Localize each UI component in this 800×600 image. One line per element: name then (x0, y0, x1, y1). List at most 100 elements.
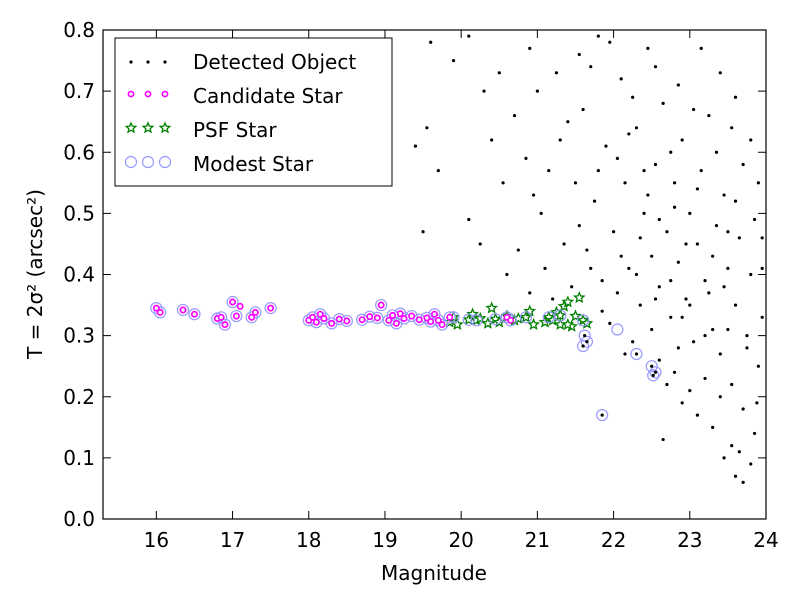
data-point (436, 318, 449, 331)
data-point (627, 132, 631, 136)
data-point (680, 401, 684, 405)
data-point (653, 162, 658, 167)
data-point (554, 309, 567, 322)
data-point (554, 71, 559, 75)
legend-marker (161, 90, 169, 98)
data-point (434, 316, 442, 324)
x-tick-label: 22 (601, 528, 626, 552)
data-point (316, 310, 324, 318)
data-point (581, 344, 585, 348)
data-point (462, 313, 475, 326)
data-point (756, 364, 760, 368)
y-tick-label: 0.1 (63, 446, 95, 470)
data-point (718, 71, 722, 75)
data-point (661, 101, 665, 105)
data-point (647, 369, 660, 382)
x-tick-label: 17 (220, 528, 245, 552)
data-point (335, 315, 343, 323)
data-point (695, 413, 700, 417)
data-point (615, 156, 619, 160)
data-point (649, 366, 662, 379)
data-point (264, 302, 277, 315)
x-tick-label: 18 (296, 528, 321, 552)
data-point (558, 138, 562, 142)
data-point (553, 308, 567, 321)
data-point (718, 395, 722, 399)
data-point (505, 272, 509, 277)
data-point (425, 126, 429, 130)
legend-label: Candidate Star (193, 84, 343, 108)
data-point (730, 126, 734, 130)
data-point (722, 285, 726, 289)
data-point (707, 291, 711, 295)
data-point (600, 279, 604, 283)
data-point (443, 311, 456, 324)
data-point (343, 317, 351, 325)
data-point (749, 462, 753, 466)
data-point (631, 340, 635, 344)
data-point (726, 266, 730, 270)
data-point (312, 318, 320, 326)
data-point (760, 315, 764, 319)
data-point (718, 352, 722, 356)
data-point (646, 193, 650, 197)
data-point (400, 315, 408, 322)
data-point (680, 315, 684, 319)
legend-marker (124, 121, 138, 134)
data-point (592, 199, 597, 203)
y-tick-label: 0.3 (63, 324, 95, 348)
data-point (497, 71, 501, 75)
data-point (665, 382, 669, 387)
data-point (314, 308, 327, 321)
data-point (733, 303, 738, 307)
data-point (608, 40, 612, 44)
data-point (645, 360, 658, 373)
data-point (218, 318, 232, 331)
data-point (608, 321, 612, 325)
legend-marker (158, 155, 172, 169)
data-point (669, 315, 673, 319)
data-point (653, 297, 658, 301)
data-point (423, 314, 431, 322)
data-point (676, 346, 680, 350)
data-point (756, 181, 760, 185)
data-point (596, 408, 609, 422)
data-point (230, 309, 243, 323)
data-point (428, 308, 441, 321)
data-point (733, 95, 738, 99)
data-point (722, 456, 726, 460)
data-point (512, 113, 517, 118)
data-point (527, 317, 540, 331)
data-point (752, 431, 757, 436)
legend-marker (129, 60, 133, 64)
x-axis-ticks: 16 17 18 19 20 21 22 23 24 (144, 30, 779, 552)
data-point (561, 295, 575, 308)
data-point (611, 230, 616, 234)
data-point (413, 144, 418, 148)
modest-star-centers (581, 334, 658, 417)
data-point (436, 168, 440, 173)
data-point (669, 150, 673, 154)
data-point (500, 311, 513, 324)
data-point (730, 382, 734, 387)
data-point (232, 312, 240, 320)
data-point (519, 310, 533, 323)
data-point (634, 352, 639, 356)
legend-marker (141, 121, 155, 134)
legend-items: Detected Object Candidate Star PSF Star Mod… (124, 50, 356, 176)
data-point (676, 83, 680, 87)
data-point (703, 376, 707, 381)
data-point (267, 304, 275, 312)
data-point (577, 339, 590, 353)
legend-marker (146, 60, 150, 64)
data-point (570, 285, 574, 289)
data-point (741, 162, 745, 167)
data-point (745, 334, 749, 338)
legend-label: PSF Star (193, 118, 277, 142)
data-point (623, 352, 627, 356)
data-point (320, 315, 328, 322)
data-point (577, 314, 590, 327)
data-point (585, 340, 589, 344)
data-point (478, 242, 482, 246)
